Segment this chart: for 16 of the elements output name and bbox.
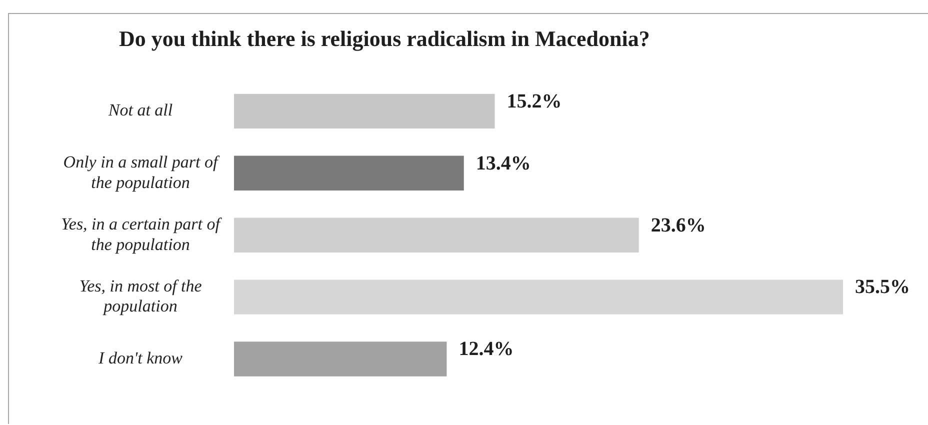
bar (234, 218, 639, 252)
chart-title: Do you think there is religious radicalism in Macedonia? (119, 26, 650, 52)
y-tick-label: I don't know (98, 348, 184, 368)
bar (234, 94, 495, 129)
bar (234, 280, 843, 314)
data-label: 12.4% (458, 338, 514, 360)
y-tick-label: Yes, in most of the population (79, 276, 202, 316)
data-label: 23.6% (650, 214, 706, 236)
bar (234, 156, 464, 190)
data-label: 35.5% (855, 276, 910, 298)
data-label: 13.4% (476, 152, 531, 174)
y-tick-label: Yes, in a certain part of the population (61, 214, 222, 254)
y-tick-label: Only in a small part of the population (63, 152, 220, 192)
bar (234, 342, 447, 376)
y-tick-label: Not at all (107, 100, 173, 120)
data-label: 15.2% (506, 90, 562, 112)
